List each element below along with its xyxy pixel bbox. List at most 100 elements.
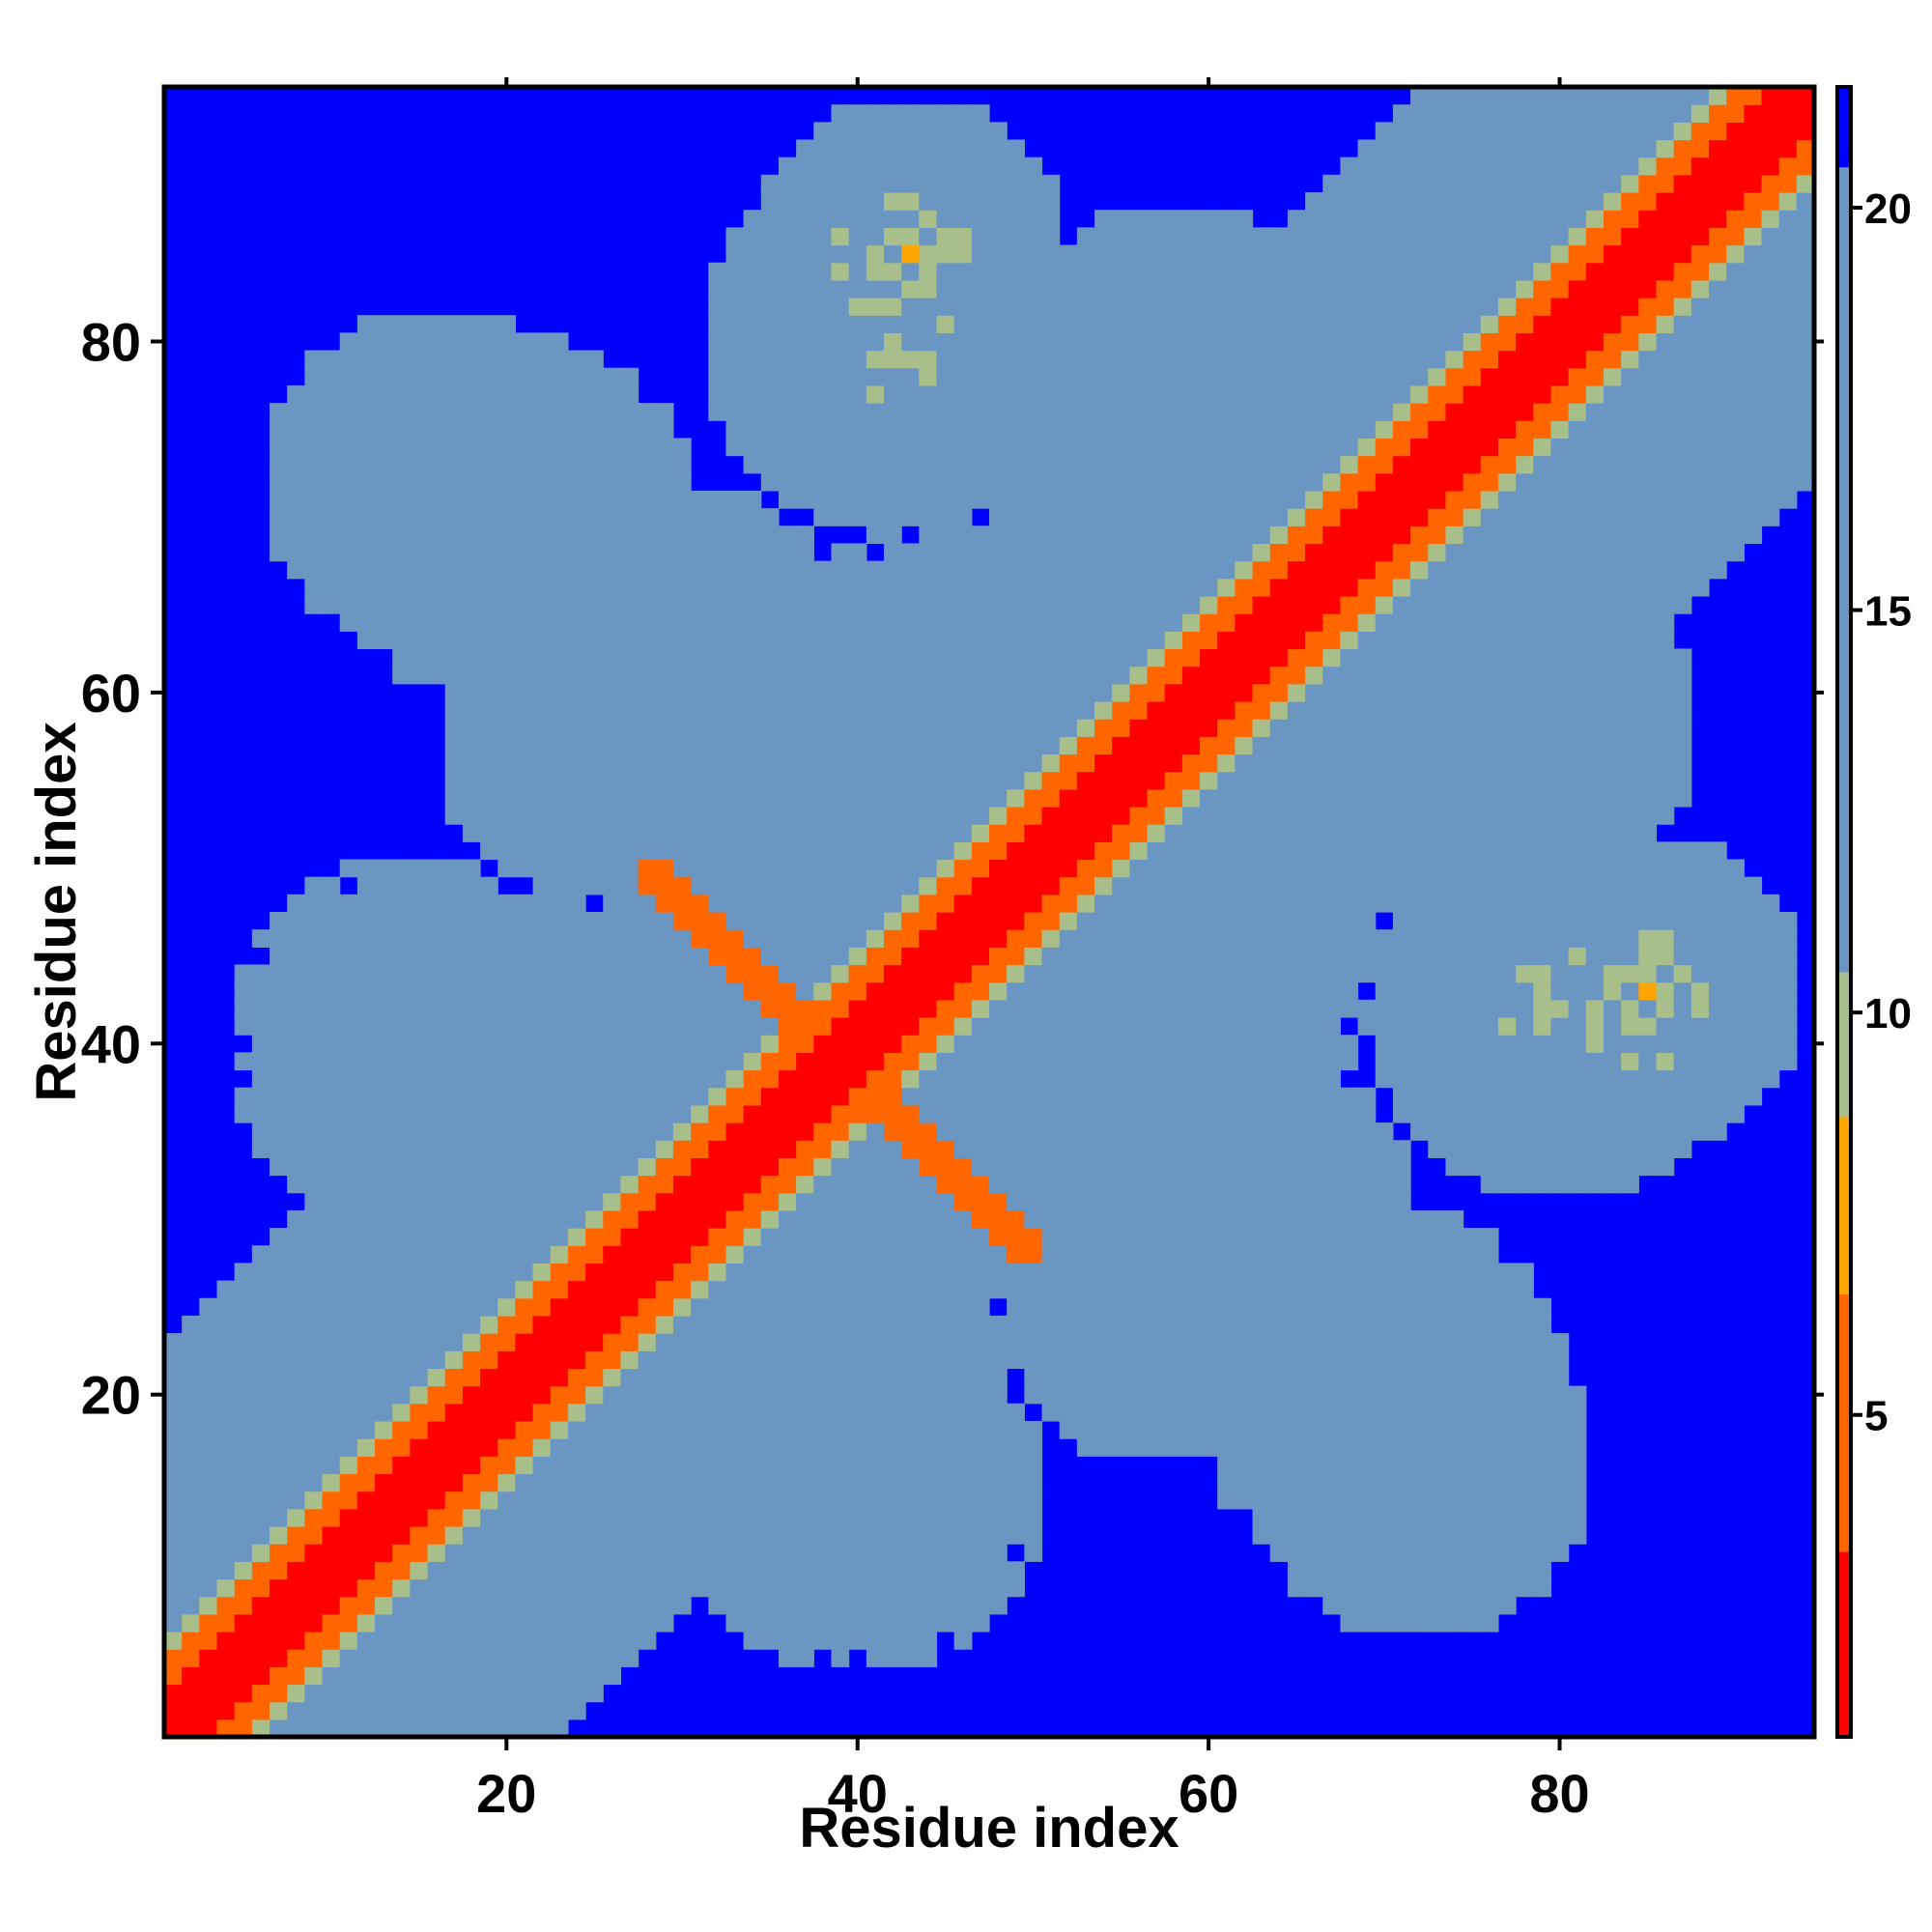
heatmap-cell — [1164, 244, 1183, 264]
heatmap-cell — [672, 1104, 692, 1123]
heatmap-cell — [1181, 1280, 1201, 1299]
heatmap-cell — [883, 947, 902, 966]
heatmap-cell — [831, 1491, 850, 1510]
heatmap-cell — [270, 1684, 288, 1703]
heatmap-cell — [760, 1192, 780, 1211]
heatmap-cell — [550, 1473, 569, 1492]
heatmap-cell — [444, 719, 464, 737]
heatmap-cell — [919, 1052, 938, 1071]
heatmap-cell — [1007, 1035, 1025, 1053]
heatmap-cell — [1007, 1228, 1025, 1246]
heatmap-cell — [1147, 262, 1166, 281]
heatmap-cell — [462, 806, 481, 825]
heatmap-cell — [1059, 1280, 1078, 1299]
heatmap-cell — [550, 894, 569, 913]
heatmap-cell — [1024, 1175, 1043, 1194]
heatmap-cell — [1305, 332, 1323, 352]
heatmap-cell — [760, 1052, 780, 1071]
heatmap-cell — [1357, 1544, 1377, 1562]
heatmap-cell — [1147, 648, 1166, 668]
heatmap-cell — [919, 876, 938, 895]
heatmap-cell — [655, 1368, 674, 1387]
heatmap-cell — [480, 1473, 498, 1492]
heatmap-cell — [1112, 1052, 1130, 1071]
heatmap-cell — [1007, 876, 1025, 895]
heatmap-cell — [620, 455, 639, 474]
heatmap-cell — [1147, 788, 1166, 808]
heatmap-cell — [831, 122, 850, 141]
heatmap-cell — [1059, 929, 1078, 948]
heatmap-cell — [989, 384, 1008, 404]
heatmap-cell — [831, 1245, 850, 1264]
heatmap-cell — [919, 700, 938, 720]
heatmap-cell — [1059, 1333, 1078, 1351]
heatmap-cell — [883, 929, 902, 948]
heatmap-cell — [1217, 1104, 1236, 1123]
heatmap-cell — [638, 1544, 657, 1562]
heatmap-cell — [1007, 1157, 1025, 1177]
heatmap-cell — [848, 1508, 867, 1527]
heatmap-cell — [339, 1192, 358, 1211]
heatmap-cell — [410, 1333, 429, 1351]
heatmap-cell — [848, 999, 867, 1018]
heatmap-cell — [532, 1263, 552, 1282]
heatmap-cell — [515, 1544, 534, 1562]
heatmap-cell — [866, 876, 885, 895]
heatmap-cell — [532, 1122, 552, 1141]
heatmap-cell — [444, 1666, 464, 1686]
heatmap-cell — [989, 1017, 1008, 1036]
heatmap-cell — [322, 1719, 341, 1738]
heatmap-cell — [410, 894, 429, 913]
heatmap-cell — [953, 981, 973, 1001]
heatmap-cell — [356, 1525, 376, 1545]
heatmap-cell — [1041, 1280, 1061, 1299]
heatmap-cell — [866, 929, 885, 948]
heatmap-cell — [953, 315, 973, 333]
heatmap-cell — [1235, 1104, 1254, 1123]
heatmap-cell — [1147, 403, 1166, 421]
heatmap-cell — [1322, 771, 1341, 790]
heatmap-cell — [356, 1666, 376, 1686]
heatmap-cell — [1094, 947, 1113, 966]
heatmap-cell — [989, 227, 1008, 246]
heatmap-cell — [743, 1104, 762, 1123]
heatmap-cell — [1322, 1157, 1341, 1177]
heatmap-cell — [567, 1491, 586, 1510]
heatmap-cell — [480, 490, 498, 509]
heatmap-cell — [971, 174, 990, 193]
heatmap-cell — [1200, 1209, 1218, 1229]
heatmap-cell — [1200, 526, 1218, 545]
heatmap-cell — [989, 1385, 1008, 1405]
heatmap-cell — [848, 736, 867, 755]
heatmap-cell — [1041, 1385, 1061, 1405]
heatmap-cell — [919, 841, 938, 861]
heatmap-cell — [743, 332, 762, 352]
heatmap-cell — [1112, 788, 1130, 808]
heatmap-cell — [971, 1104, 990, 1123]
heatmap-cell — [480, 947, 498, 966]
heatmap-cell — [585, 350, 604, 369]
heatmap-cell — [462, 1209, 481, 1229]
heatmap-cell — [1112, 1122, 1130, 1141]
heatmap-cell — [410, 1473, 429, 1492]
heatmap-cell — [322, 1157, 341, 1177]
heatmap-cell — [1235, 1403, 1254, 1422]
heatmap-cell — [725, 1280, 745, 1299]
heatmap-cell — [1024, 824, 1043, 842]
heatmap-cell — [603, 683, 622, 702]
heatmap-cell — [1076, 1140, 1095, 1158]
heatmap-cell — [848, 824, 867, 842]
heatmap-cell — [1024, 1122, 1043, 1141]
heatmap-cell — [953, 1473, 973, 1492]
heatmap-cell — [216, 1561, 236, 1580]
heatmap-cell — [760, 876, 780, 895]
heatmap-cell — [1094, 332, 1113, 352]
heatmap-cell — [392, 666, 411, 685]
heatmap-cell — [936, 894, 955, 913]
heatmap-cell — [1076, 824, 1095, 842]
heatmap-cell — [410, 1017, 429, 1036]
heatmap-cell — [901, 1613, 920, 1633]
heatmap-cell — [760, 420, 780, 439]
heatmap-cell — [1252, 806, 1271, 825]
heatmap-cell — [515, 631, 534, 650]
